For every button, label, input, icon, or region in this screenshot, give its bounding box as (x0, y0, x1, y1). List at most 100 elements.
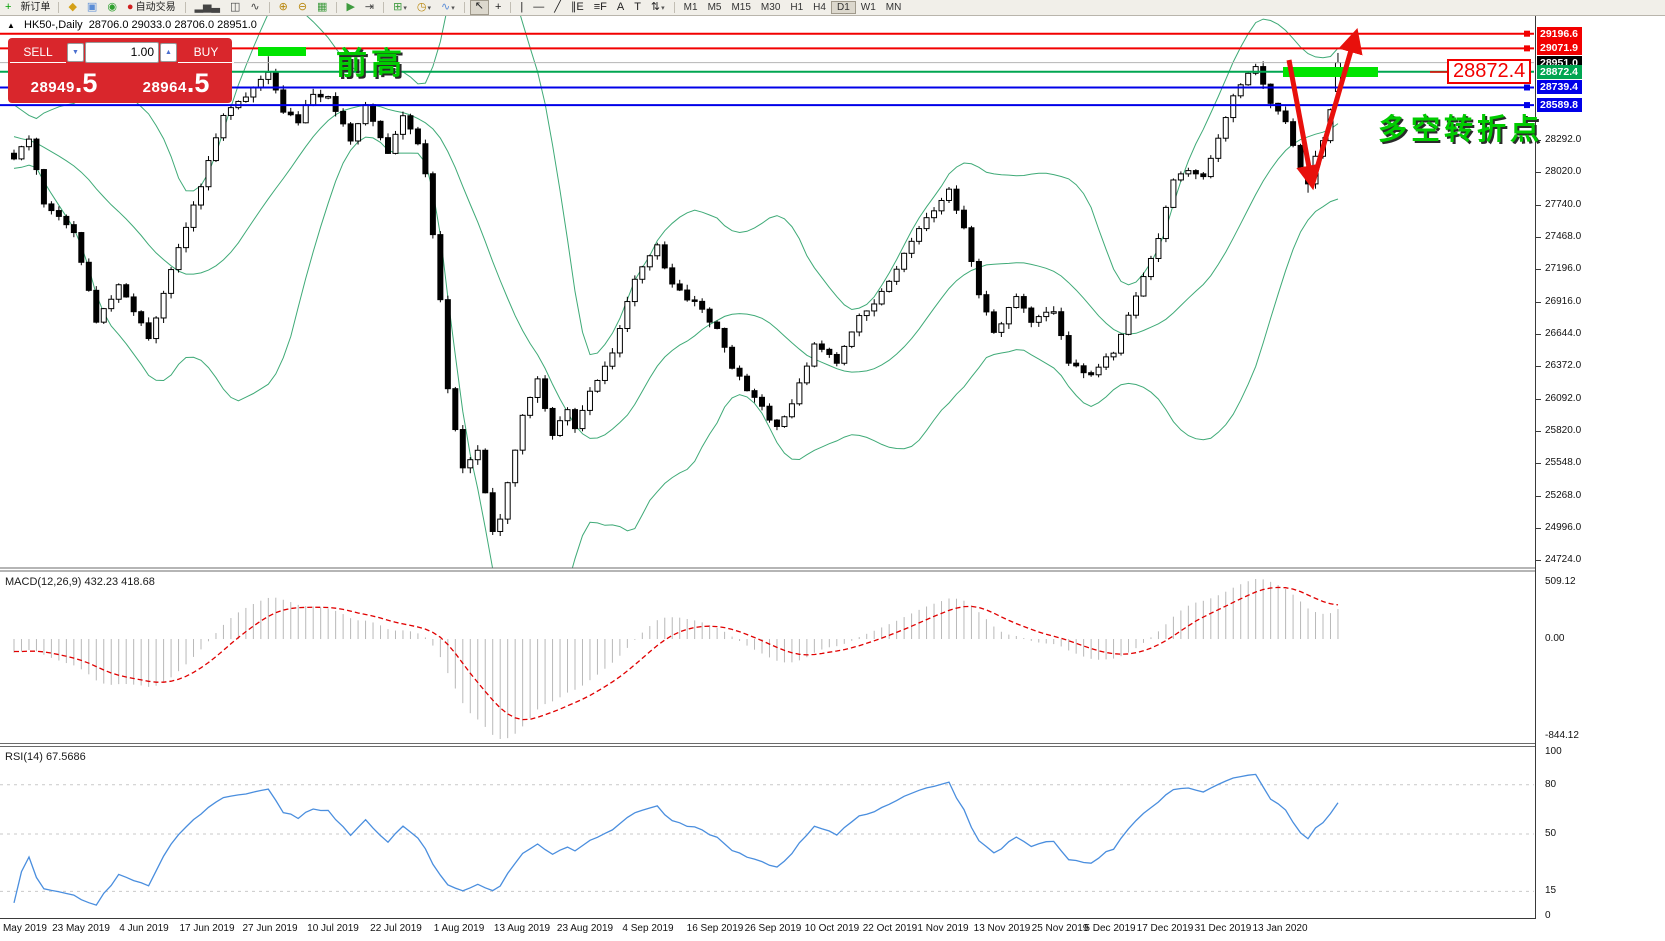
macd-signal-line (14, 586, 1339, 721)
date-label: 22 Jul 2019 (370, 923, 422, 934)
timeframe-h4[interactable]: H4 (813, 2, 826, 13)
buy-price-int: 28964 (142, 79, 187, 96)
chart-shift-icon[interactable]: ⇥ (361, 1, 378, 14)
main-price-pane[interactable] (11, 0, 1341, 639)
highlight-bar[interactable] (258, 47, 306, 56)
signal-icon[interactable]: ◉ (103, 1, 121, 14)
price-tick-label: 24724.0 (1545, 554, 1582, 565)
trend-arrow[interactable] (1310, 27, 1363, 183)
toolbar-separator (58, 2, 60, 13)
channel-icon[interactable]: ∥E (567, 1, 588, 14)
zoom-in-icon[interactable]: ⊕ (275, 1, 292, 14)
dropdown-arrow-icon: ▾ (427, 5, 431, 12)
rsi-pane[interactable] (0, 773, 1534, 906)
toolbar-separator (383, 2, 385, 13)
timeframe-m5[interactable]: M5 (707, 2, 722, 13)
auto-scroll-icon[interactable]: ▶ (342, 1, 358, 14)
zoom-out-icon[interactable]: ⊖ (294, 1, 311, 14)
autotrade-button: ● (126, 1, 134, 13)
chart-symbol-period: HK50-,Daily (24, 19, 83, 31)
price-tick-dash (1536, 496, 1541, 497)
profile-icon: ◆ (68, 1, 77, 13)
price-tick-label: 24996.0 (1545, 522, 1582, 533)
auto-scroll-icon: ▶ (346, 1, 355, 13)
corner-plus-icon: + (5, 1, 12, 13)
timeframe-w1[interactable]: W1 (860, 2, 876, 13)
price-tick-label: 28020.0 (1545, 166, 1582, 177)
arrows-icon[interactable]: ⇅▾ (647, 1, 669, 14)
candlestick-icon[interactable]: ◫ (226, 1, 244, 14)
chart-ohlc-values: 28706.0 29033.0 28706.0 28951.0 (88, 19, 257, 31)
horizontal-line-icon: — (533, 1, 545, 13)
chart-window-icon[interactable]: ▣ (83, 1, 101, 14)
ohlc-bars-icon[interactable]: ▂▅▃ (191, 1, 224, 14)
profile-icon[interactable]: ◆ (64, 1, 80, 14)
candlestick-icon: ◫ (229, 1, 241, 13)
new-order-button[interactable]: 新订单 (20, 2, 51, 13)
timeframe-m1[interactable]: M1 (683, 2, 698, 13)
cursor-icon[interactable]: ↖ (469, 0, 489, 15)
crosshair-icon[interactable]: + (491, 1, 505, 14)
period-clock-icon[interactable]: ◷▾ (413, 1, 435, 14)
date-label: 10 May 2019 (0, 923, 47, 934)
trendline-icon[interactable]: ╱ (550, 1, 565, 14)
indicators-icon[interactable]: ∿▾ (437, 1, 459, 14)
fibonacci-icon[interactable]: ≡F (590, 1, 611, 14)
timeframe-m15[interactable]: M15 (731, 2, 751, 13)
zoom-in-icon: ⊕ (278, 1, 288, 13)
corner-plus-icon[interactable]: + (1, 1, 15, 14)
bollinger-middle-band (13, 104, 1339, 439)
volume-increase-button[interactable]: ▲ (160, 42, 177, 62)
price-tick-dash (1536, 399, 1541, 400)
macd-pane[interactable] (13, 579, 1339, 739)
date-label: 17 Jun 2019 (179, 923, 235, 934)
tile-windows-icon[interactable]: ▦ (313, 1, 331, 14)
new-chart-icon[interactable]: ⊞▾ (389, 1, 411, 14)
trend-arrow[interactable] (1286, 59, 1321, 191)
new-chart-icon: ⊞ (393, 1, 403, 13)
price-tick-dash (1536, 269, 1541, 270)
toolbar-separator (463, 2, 465, 13)
text-icon[interactable]: A (613, 1, 628, 14)
line-chart-icon[interactable]: ∿ (246, 1, 263, 14)
timeframe-mn[interactable]: MN (885, 2, 902, 13)
dropdown-arrow-icon: ▾ (403, 5, 407, 12)
highlight-bar[interactable] (1283, 67, 1378, 77)
price-tick-label: 25268.0 (1545, 490, 1582, 501)
price-tick-dash (1536, 140, 1541, 141)
volume-input[interactable] (85, 41, 159, 63)
fibonacci-icon: ≡F (593, 1, 607, 13)
volume-decrease-button[interactable]: ▼ (67, 42, 84, 62)
timeframe-d1[interactable]: D1 (830, 1, 856, 14)
buy-button[interactable]: BUY (178, 42, 234, 63)
sell-price-button[interactable]: 28949.5 (10, 66, 118, 101)
vertical-line-icon[interactable]: | (516, 1, 527, 14)
autotrade-button[interactable]: ● 自动交易 (123, 1, 180, 14)
sell-price-dec: .5 (74, 68, 98, 98)
buy-price-button[interactable]: 28964.5 (122, 66, 230, 101)
horizontal-line-icon[interactable]: — (529, 1, 548, 14)
price-level-label: 28739.4 (1537, 80, 1582, 94)
text-label-icon[interactable]: T (630, 1, 645, 14)
arrows-icon: ⇅ (650, 1, 661, 13)
panel-collapse-icon[interactable]: ▲ (7, 21, 15, 30)
chart-window-icon: ▣ (86, 1, 98, 13)
sell-button[interactable]: SELL (10, 42, 66, 63)
timeframe-m30[interactable]: M30 (760, 2, 781, 13)
rsi-line (13, 773, 1339, 906)
channel-icon: ∥E (570, 1, 584, 13)
dropdown-arrow-icon: ▾ (661, 5, 665, 12)
macd-zero-label: 0.00 (1545, 633, 1565, 644)
price-tick-label: 26644.0 (1545, 328, 1582, 339)
rsi-level-label: 50 (1545, 828, 1557, 839)
time-axis: 10 May 2019 23 May 2019 4 Jun 2019 17 Jun 2… (0, 919, 1535, 941)
date-label: 27 Jun 2019 (242, 923, 298, 934)
timeframe-h1[interactable]: H1 (790, 2, 804, 13)
horizontal-level-lines[interactable] (0, 30, 1534, 109)
price-tick-dash (1536, 528, 1541, 529)
date-label: 4 Jun 2019 (119, 923, 169, 934)
price-tick-label: 26092.0 (1545, 393, 1582, 404)
date-label: 26 Sep 2019 (744, 923, 802, 934)
